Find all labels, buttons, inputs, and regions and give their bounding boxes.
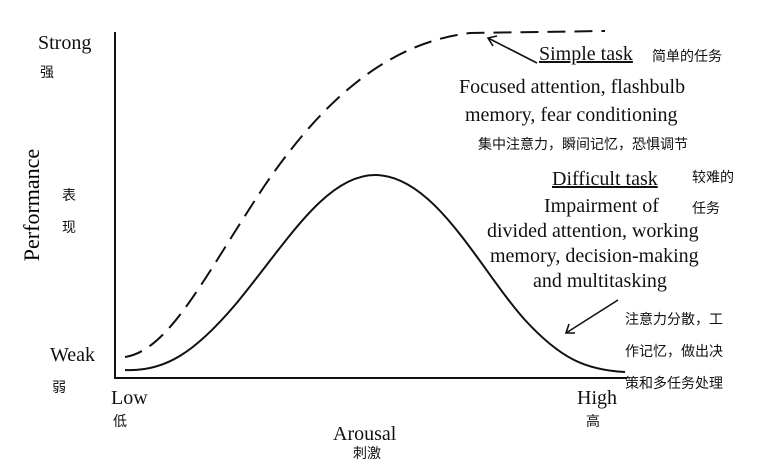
difficult-task-label-zh-1: 较难的 (692, 170, 734, 186)
difficult-task-desc-zh-2: 作记忆，做出决 (625, 344, 723, 360)
simple-task-curve (124, 30, 606, 358)
simple-task-arrow-line (487, 37, 538, 64)
difficult-task-label: Difficult task (552, 168, 658, 190)
y-axis-title-zh-1: 表 (62, 188, 76, 204)
difficult-task-label-zh-2: 任务 (692, 201, 720, 217)
difficult-task-desc-line3: memory, decision-making (490, 245, 699, 267)
y-axis-title-zh-2: 现 (62, 220, 76, 236)
difficult-task-desc-zh-1: 注意力分散，工 (625, 312, 723, 328)
y-axis-top-label: Strong (38, 32, 92, 54)
difficult-task-curve (124, 173, 626, 373)
y-axis-top-label-zh: 强 (40, 65, 54, 81)
y-axis-bottom-label-zh: 弱 (52, 380, 66, 396)
simple-task-desc-line1: Focused attention, flashbulb (459, 76, 686, 98)
y-axis-title-wrap: Performance (12, 140, 52, 270)
simple-task-desc-zh: 集中注意力，瞬间记忆，恐惧调节 (478, 137, 688, 153)
x-axis-right-label: High (577, 387, 617, 409)
x-axis-title-zh: 刺激 (353, 446, 381, 462)
x-axis-title: Arousal (333, 423, 397, 445)
y-axis-bottom-label: Weak (50, 344, 96, 366)
difficult-task-arrowhead (564, 323, 575, 334)
y-axis-title: Performance (19, 148, 44, 262)
simple-task-desc-line2: memory, fear conditioning (465, 104, 678, 126)
x-axis-left-label-zh: 低 (113, 414, 127, 430)
simple-task-label: Simple task (539, 43, 633, 65)
difficult-task-arrow-line (565, 299, 619, 334)
simple-task-arrowhead (486, 35, 498, 47)
x-axis-left-label: Low (111, 387, 148, 409)
difficult-task-desc-line4: and multitasking (533, 270, 667, 292)
difficult-task-desc-line2: divided attention, working (487, 220, 699, 242)
difficult-task-desc-zh-3: 策和多任务处理 (625, 376, 723, 392)
difficult-task-desc-line1: Impairment of (544, 195, 659, 217)
y-axis-title-zh: 表 现 (62, 180, 76, 244)
simple-task-label-zh: 简单的任务 (652, 49, 722, 65)
x-axis-right-label-zh: 高 (586, 414, 600, 430)
